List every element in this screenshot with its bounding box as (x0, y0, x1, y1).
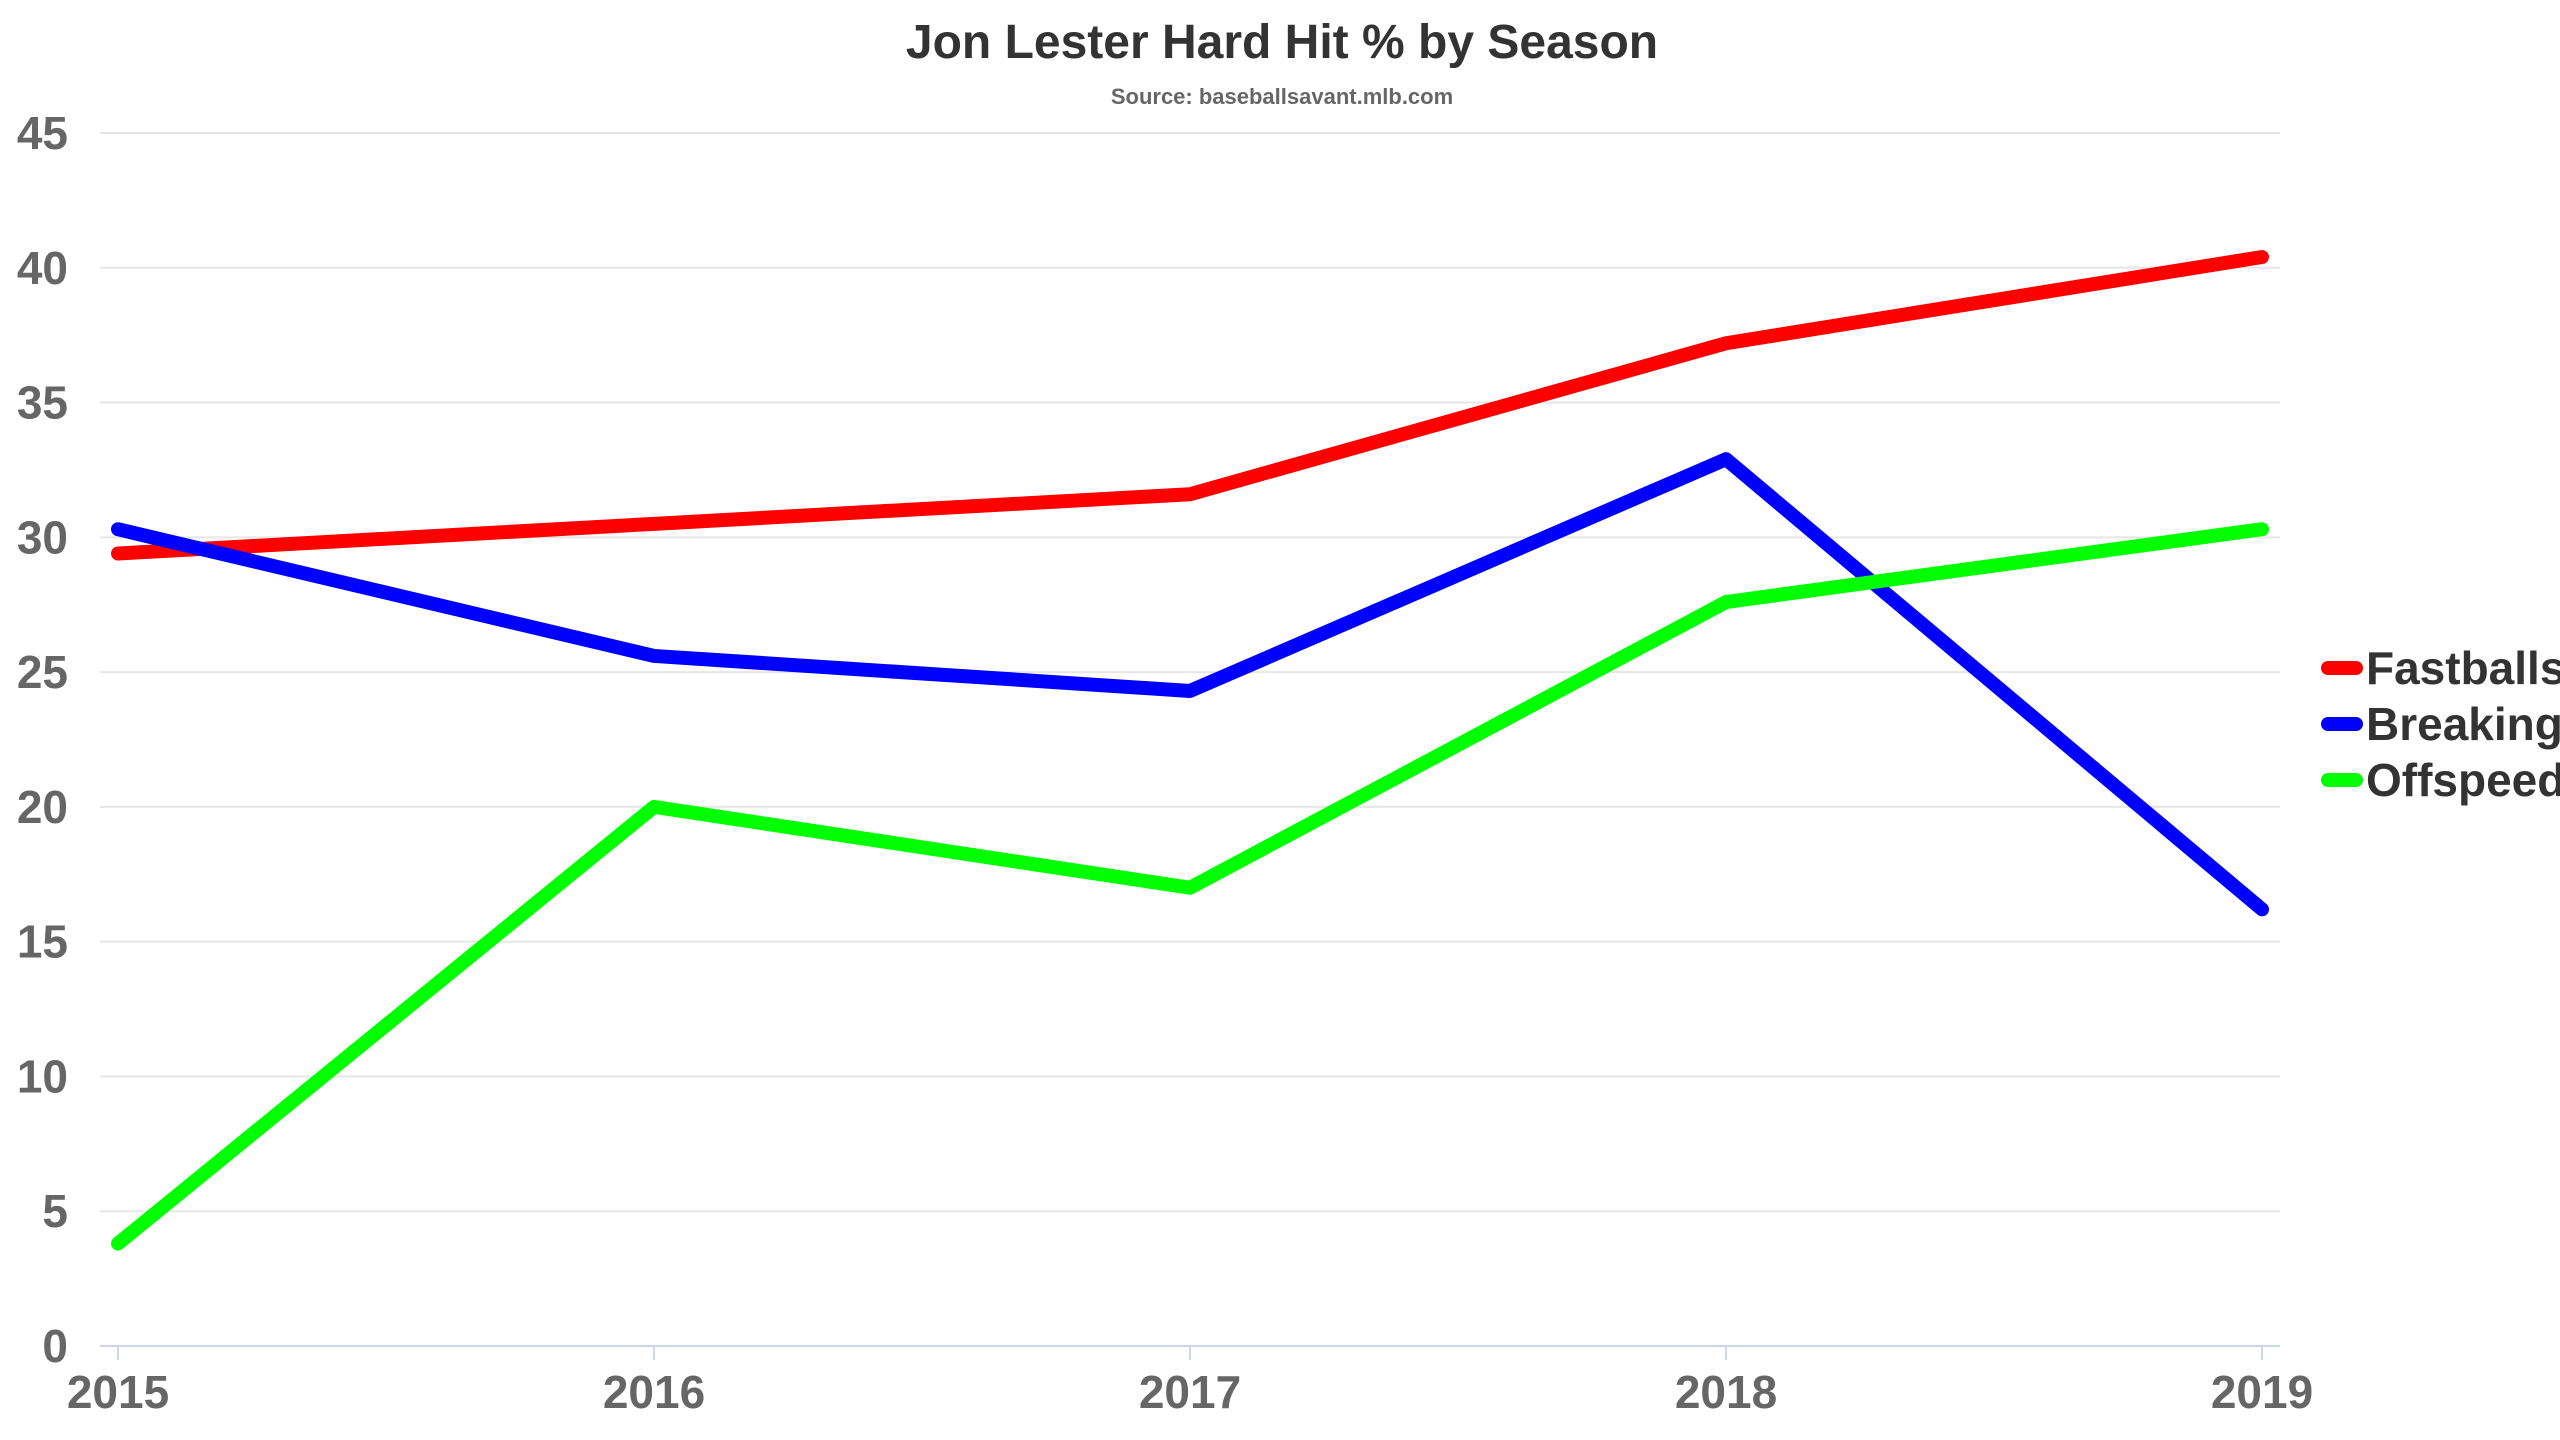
grid-lines (100, 132, 2280, 1213)
series-line-fastballs[interactable] (111, 249, 2269, 561)
y-tick-label: 45 (17, 107, 68, 159)
y-tick-label: 35 (17, 377, 68, 429)
x-tick-label: 2018 (1675, 1366, 1777, 1418)
series-line-breaking[interactable] (111, 452, 2269, 917)
y-tick-label: 40 (17, 242, 68, 294)
series-line-offspeed[interactable] (111, 522, 2269, 1251)
y-tick-label: 0 (42, 1320, 68, 1372)
y-tick-label: 5 (42, 1185, 68, 1237)
y-tick-label: 25 (17, 646, 68, 698)
x-tick-label: 2017 (1139, 1366, 1241, 1418)
legend-label: Offspeed (2366, 754, 2560, 806)
legend-item-breaking[interactable]: Breaking (2321, 698, 2560, 750)
x-tick-label: 2016 (603, 1366, 705, 1418)
x-axis (100, 1345, 2280, 1360)
y-tick-label: 15 (17, 916, 68, 968)
y-tick-label: 10 (17, 1050, 68, 1102)
legend-label: Fastballs (2366, 642, 2560, 694)
y-axis-tick-labels: 0 5 10 15 20 25 30 35 40 45 (17, 107, 68, 1372)
legend-item-offspeed[interactable]: Offspeed (2321, 754, 2560, 806)
legend-item-fastballs[interactable]: Fastballs (2321, 642, 2560, 694)
legend-label: Breaking (2366, 698, 2560, 750)
x-tick-label: 2015 (67, 1366, 169, 1418)
chart-title: Jon Lester Hard Hit % by Season (906, 16, 1658, 69)
series-lines (111, 249, 2269, 1251)
x-axis-tick-labels: 2015 2016 2017 2018 2019 (67, 1366, 2313, 1418)
chart-subtitle: Source: baseballsavant.mlb.com (1111, 84, 1453, 109)
y-tick-label: 30 (17, 511, 68, 563)
y-tick-label: 20 (17, 781, 68, 833)
x-tick-label: 2019 (2211, 1366, 2313, 1418)
